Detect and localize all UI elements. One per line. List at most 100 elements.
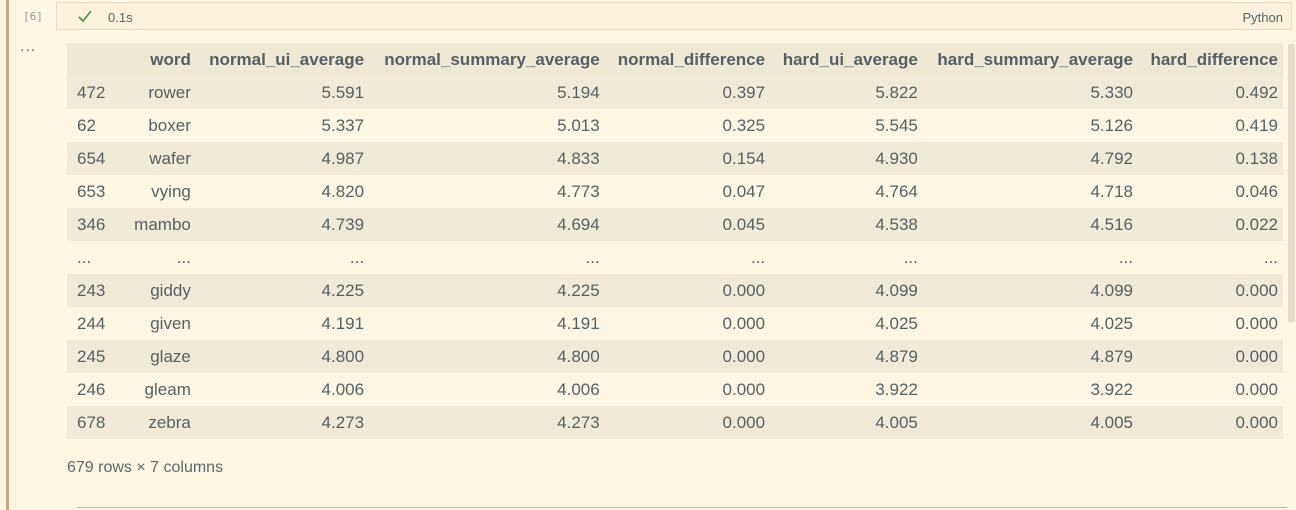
table-cell: 5.545 bbox=[770, 109, 923, 142]
table-cell: gleam bbox=[124, 373, 196, 406]
table-cell: 4.879 bbox=[922, 340, 1138, 373]
table-cell: ... bbox=[604, 241, 771, 274]
table-body: 472 rower 5.591 5.194 0.397 5.822 5.330 0.492 62… bbox=[67, 76, 1283, 439]
execution-duration: 0.1s bbox=[108, 10, 133, 25]
table-header-row: word normal_ui_average normal_summary_aver… bbox=[67, 43, 1283, 76]
table-cell: 0.000 bbox=[1138, 274, 1283, 307]
row-index: 245 bbox=[67, 340, 124, 373]
table-cell: mambo bbox=[124, 208, 196, 241]
table-cell: rower bbox=[124, 76, 196, 109]
table-cell: ... bbox=[124, 241, 196, 274]
table-cell: 0.325 bbox=[604, 109, 771, 142]
row-index: 678 bbox=[67, 406, 124, 439]
column-header-word: word bbox=[124, 43, 196, 76]
table-cell: 0.045 bbox=[604, 208, 771, 241]
table-row: 678 zebra 4.273 4.273 0.000 4.005 4.005 0.000 bbox=[67, 406, 1283, 439]
column-header-hard-difference: hard_difference bbox=[1138, 43, 1283, 76]
table-cell: 0.419 bbox=[1138, 109, 1283, 142]
table-cell: 0.000 bbox=[1138, 307, 1283, 340]
table-cell: given bbox=[124, 307, 196, 340]
column-header-normal-difference: normal_difference bbox=[604, 43, 771, 76]
column-header-hard-summary-average: hard_summary_average bbox=[922, 43, 1138, 76]
table-cell: 4.273 bbox=[369, 406, 605, 439]
table-cell: 4.538 bbox=[770, 208, 923, 241]
table-cell: vying bbox=[124, 175, 196, 208]
output-scrollbar[interactable] bbox=[1288, 44, 1295, 322]
table-cell: 4.273 bbox=[195, 406, 370, 439]
table-cell: 4.773 bbox=[369, 175, 605, 208]
table-cell: 4.025 bbox=[770, 307, 923, 340]
table-cell: 4.820 bbox=[195, 175, 370, 208]
table-cell: 4.764 bbox=[770, 175, 923, 208]
table-cell: 4.800 bbox=[369, 340, 605, 373]
table-cell: 4.987 bbox=[195, 142, 370, 175]
cell-divider bbox=[77, 507, 1287, 508]
table-cell: 4.739 bbox=[195, 208, 370, 241]
table-cell: 4.694 bbox=[369, 208, 605, 241]
output-menu-ellipsis[interactable]: ... bbox=[20, 38, 37, 55]
table-cell: 0.000 bbox=[604, 340, 771, 373]
table-cell: 4.006 bbox=[369, 373, 605, 406]
table-cell: 0.000 bbox=[1138, 373, 1283, 406]
table-cell: 0.000 bbox=[604, 274, 771, 307]
check-icon bbox=[78, 10, 92, 23]
row-index: ... bbox=[67, 241, 124, 274]
table-cell: 4.516 bbox=[922, 208, 1138, 241]
table-cell: 4.930 bbox=[770, 142, 923, 175]
table-row: 472 rower 5.591 5.194 0.397 5.822 5.330 0.492 bbox=[67, 76, 1283, 109]
table-cell: ... bbox=[369, 241, 605, 274]
kernel-language[interactable]: Python bbox=[1242, 10, 1283, 25]
table-cell: 4.099 bbox=[770, 274, 923, 307]
table-cell: boxer bbox=[124, 109, 196, 142]
execution-status-box[interactable]: 0.1s Python bbox=[56, 2, 1292, 30]
row-index: 246 bbox=[67, 373, 124, 406]
table-cell: 4.191 bbox=[195, 307, 370, 340]
table-cell: 4.833 bbox=[369, 142, 605, 175]
table-cell: 0.047 bbox=[604, 175, 771, 208]
table-cell: 4.792 bbox=[922, 142, 1138, 175]
table-row: 246 gleam 4.006 4.006 0.000 3.922 3.922 0.000 bbox=[67, 373, 1283, 406]
table-cell: 4.225 bbox=[369, 274, 605, 307]
table-row: 346 mambo 4.739 4.694 0.045 4.538 4.516 0.022 bbox=[67, 208, 1283, 241]
table-cell: 5.822 bbox=[770, 76, 923, 109]
table-cell: 4.225 bbox=[195, 274, 370, 307]
dataframe-output: word normal_ui_average normal_summary_aver… bbox=[67, 43, 1283, 439]
column-header-normal-ui-average: normal_ui_average bbox=[195, 43, 370, 76]
table-cell: 0.138 bbox=[1138, 142, 1283, 175]
table-row: 243 giddy 4.225 4.225 0.000 4.099 4.099 0.000 bbox=[67, 274, 1283, 307]
table-cell: 5.126 bbox=[922, 109, 1138, 142]
table-cell: 4.006 bbox=[195, 373, 370, 406]
table-row: 244 given 4.191 4.191 0.000 4.025 4.025 0.000 bbox=[67, 307, 1283, 340]
table-cell: 5.330 bbox=[922, 76, 1138, 109]
table-cell: glaze bbox=[124, 340, 196, 373]
table-cell: 5.194 bbox=[369, 76, 605, 109]
row-index: 472 bbox=[67, 76, 124, 109]
table-cell: 4.800 bbox=[195, 340, 370, 373]
table-cell: ... bbox=[770, 241, 923, 274]
column-header-normal-summary-average: normal_summary_average bbox=[369, 43, 605, 76]
table-cell: 3.922 bbox=[922, 373, 1138, 406]
table-cell: zebra bbox=[124, 406, 196, 439]
row-index: 243 bbox=[67, 274, 124, 307]
table-cell: ... bbox=[922, 241, 1138, 274]
cell-focus-bar bbox=[6, 0, 9, 510]
table-shape-summary: 679 rows × 7 columns bbox=[67, 459, 224, 476]
table-cell: ... bbox=[195, 241, 370, 274]
table-cell: 5.337 bbox=[195, 109, 370, 142]
table-cell: 4.025 bbox=[922, 307, 1138, 340]
table-cell: 0.000 bbox=[604, 307, 771, 340]
table-cell: 4.005 bbox=[770, 406, 923, 439]
row-index: 346 bbox=[67, 208, 124, 241]
table-cell: 4.879 bbox=[770, 340, 923, 373]
table-cell: 0.000 bbox=[1138, 406, 1283, 439]
table-cell: 0.046 bbox=[1138, 175, 1283, 208]
table-cell: 4.191 bbox=[369, 307, 605, 340]
row-index: 62 bbox=[67, 109, 124, 142]
table-cell: 4.099 bbox=[922, 274, 1138, 307]
table-row: 654 wafer 4.987 4.833 0.154 4.930 4.792 0.138 bbox=[67, 142, 1283, 175]
table-row: 653 vying 4.820 4.773 0.047 4.764 4.718 0.046 bbox=[67, 175, 1283, 208]
table-cell: 0.492 bbox=[1138, 76, 1283, 109]
cell-status-bar: [6] 0.1s Python bbox=[9, 0, 1296, 32]
table-cell: 4.718 bbox=[922, 175, 1138, 208]
